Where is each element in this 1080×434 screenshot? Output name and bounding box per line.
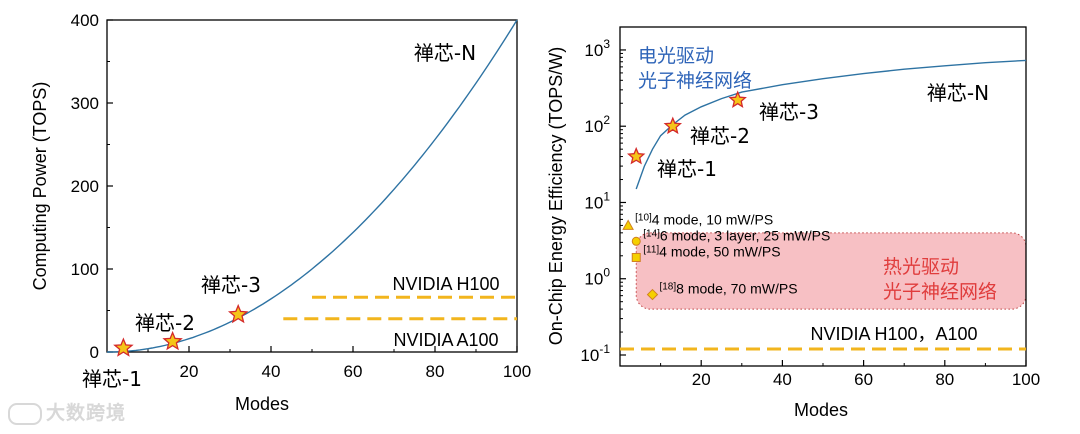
prior-work-markers: [10]4 mode, 10 mW/PS[14]6 mode, 3 layer,… bbox=[622, 211, 830, 301]
nvidia-ref-label: NVIDIA H100，A100 bbox=[810, 324, 977, 344]
prior-work-label: [18]8 mode, 70 mW/PS bbox=[659, 281, 797, 297]
prior-work-label: [14]6 mode, 3 layer, 25 mW/PS bbox=[643, 227, 830, 243]
watermark-logo-icon bbox=[8, 402, 42, 425]
right-x-tick-label: 80 bbox=[935, 370, 954, 389]
right-ticks: 20 40 60 80 100 10-1 100 101 102 103 bbox=[580, 37, 1040, 389]
electro-optic-label-line1: 电光驱动 bbox=[638, 45, 714, 67]
electro-optic-label-line2: 光子神经网络 bbox=[638, 70, 752, 92]
left-chip-2-label: 禅芯-2 bbox=[135, 311, 195, 335]
left-chip-markers bbox=[113, 303, 249, 357]
left-y-tick-label: 100 bbox=[71, 260, 99, 279]
left-x-tick-label: 100 bbox=[503, 362, 531, 381]
right-chip-2-label: 禅芯-2 bbox=[690, 124, 750, 148]
chip-star-marker bbox=[113, 337, 134, 357]
chip-star-marker bbox=[227, 303, 249, 324]
left-curve-label: 禅芯-N bbox=[414, 41, 476, 65]
right-y-tick-label: 100 bbox=[584, 266, 610, 289]
left-x-tick-label: 80 bbox=[426, 362, 445, 381]
watermark: 大数跨境 bbox=[8, 398, 126, 425]
left-y-axis-label: Computing Power (TOPS) bbox=[30, 82, 50, 291]
prior-work-triangle-marker bbox=[622, 219, 634, 230]
right-curve bbox=[635, 59, 1027, 190]
right-y-tick-label: 103 bbox=[584, 37, 610, 60]
left-chip-1-label: 禅芯-1 bbox=[82, 367, 142, 391]
right-y-tick-label: 101 bbox=[584, 189, 610, 212]
left-reference-lines bbox=[283, 295, 517, 321]
right-y-axis-label: On-Chip Energy Efficiency (TOPS/W) bbox=[546, 47, 566, 345]
right-x-tick-label: 100 bbox=[1012, 370, 1040, 389]
left-chip-3-label: 禅芯-3 bbox=[201, 273, 261, 297]
prior-work-circle-marker bbox=[631, 236, 641, 246]
right-x-axis-label: Modes bbox=[794, 400, 848, 420]
chip-star-marker bbox=[728, 90, 747, 108]
h100-label: NVIDIA H100 bbox=[392, 274, 499, 294]
left-ticks: 20 40 60 80 100 0 100 200 300 400 bbox=[71, 11, 532, 381]
right-chip-1-label: 禅芯-1 bbox=[657, 157, 717, 181]
left-x-tick-label: 20 bbox=[180, 362, 199, 381]
left-x-tick-label: 60 bbox=[344, 362, 363, 381]
left-plot-frame bbox=[106, 19, 518, 353]
right-chip-3-label: 禅芯-3 bbox=[759, 100, 819, 124]
chip-star-marker bbox=[663, 116, 683, 135]
right-curve-label: 禅芯-N bbox=[927, 81, 989, 105]
left-curve bbox=[107, 19, 518, 353]
prior-work-label: [11]4 mode, 50 mW/PS bbox=[643, 243, 780, 259]
right-y-tick-label: 10-1 bbox=[580, 342, 610, 365]
watermark-text: 大数跨境 bbox=[46, 402, 127, 424]
a100-label: NVIDIA A100 bbox=[393, 330, 498, 350]
thermo-optic-label-line2: 光子神经网络 bbox=[883, 281, 997, 303]
right-y-tick-label: 102 bbox=[584, 113, 610, 136]
prior-work-diamond-marker bbox=[646, 288, 659, 301]
prior-work-square-marker bbox=[631, 252, 641, 262]
left-x-axis-label: Modes bbox=[235, 394, 289, 414]
thermo-optic-region bbox=[635, 232, 1027, 310]
prior-work-label: [10]4 mode, 10 mW/PS bbox=[635, 211, 773, 227]
energy-efficiency-chart: 20 40 60 80 100 10-1 100 101 102 103 [10]4 mode, … bbox=[546, 26, 1040, 420]
left-y-tick-label: 0 bbox=[90, 343, 99, 362]
computing-power-chart: 20 40 60 80 100 0 100 200 300 400 Modes Computing… bbox=[30, 11, 531, 414]
left-y-tick-label: 400 bbox=[71, 11, 99, 30]
right-x-tick-label: 40 bbox=[773, 370, 792, 389]
thermo-optic-label-line1: 热光驱动 bbox=[883, 256, 959, 278]
right-chip-markers bbox=[626, 90, 747, 165]
left-y-tick-label: 300 bbox=[71, 94, 99, 113]
chip-star-marker bbox=[626, 146, 646, 165]
left-x-tick-label: 40 bbox=[262, 362, 281, 381]
right-x-tick-label: 60 bbox=[854, 370, 873, 389]
left-y-tick-label: 200 bbox=[71, 177, 99, 196]
chip-star-marker bbox=[162, 330, 183, 351]
right-x-tick-label: 20 bbox=[692, 370, 711, 389]
